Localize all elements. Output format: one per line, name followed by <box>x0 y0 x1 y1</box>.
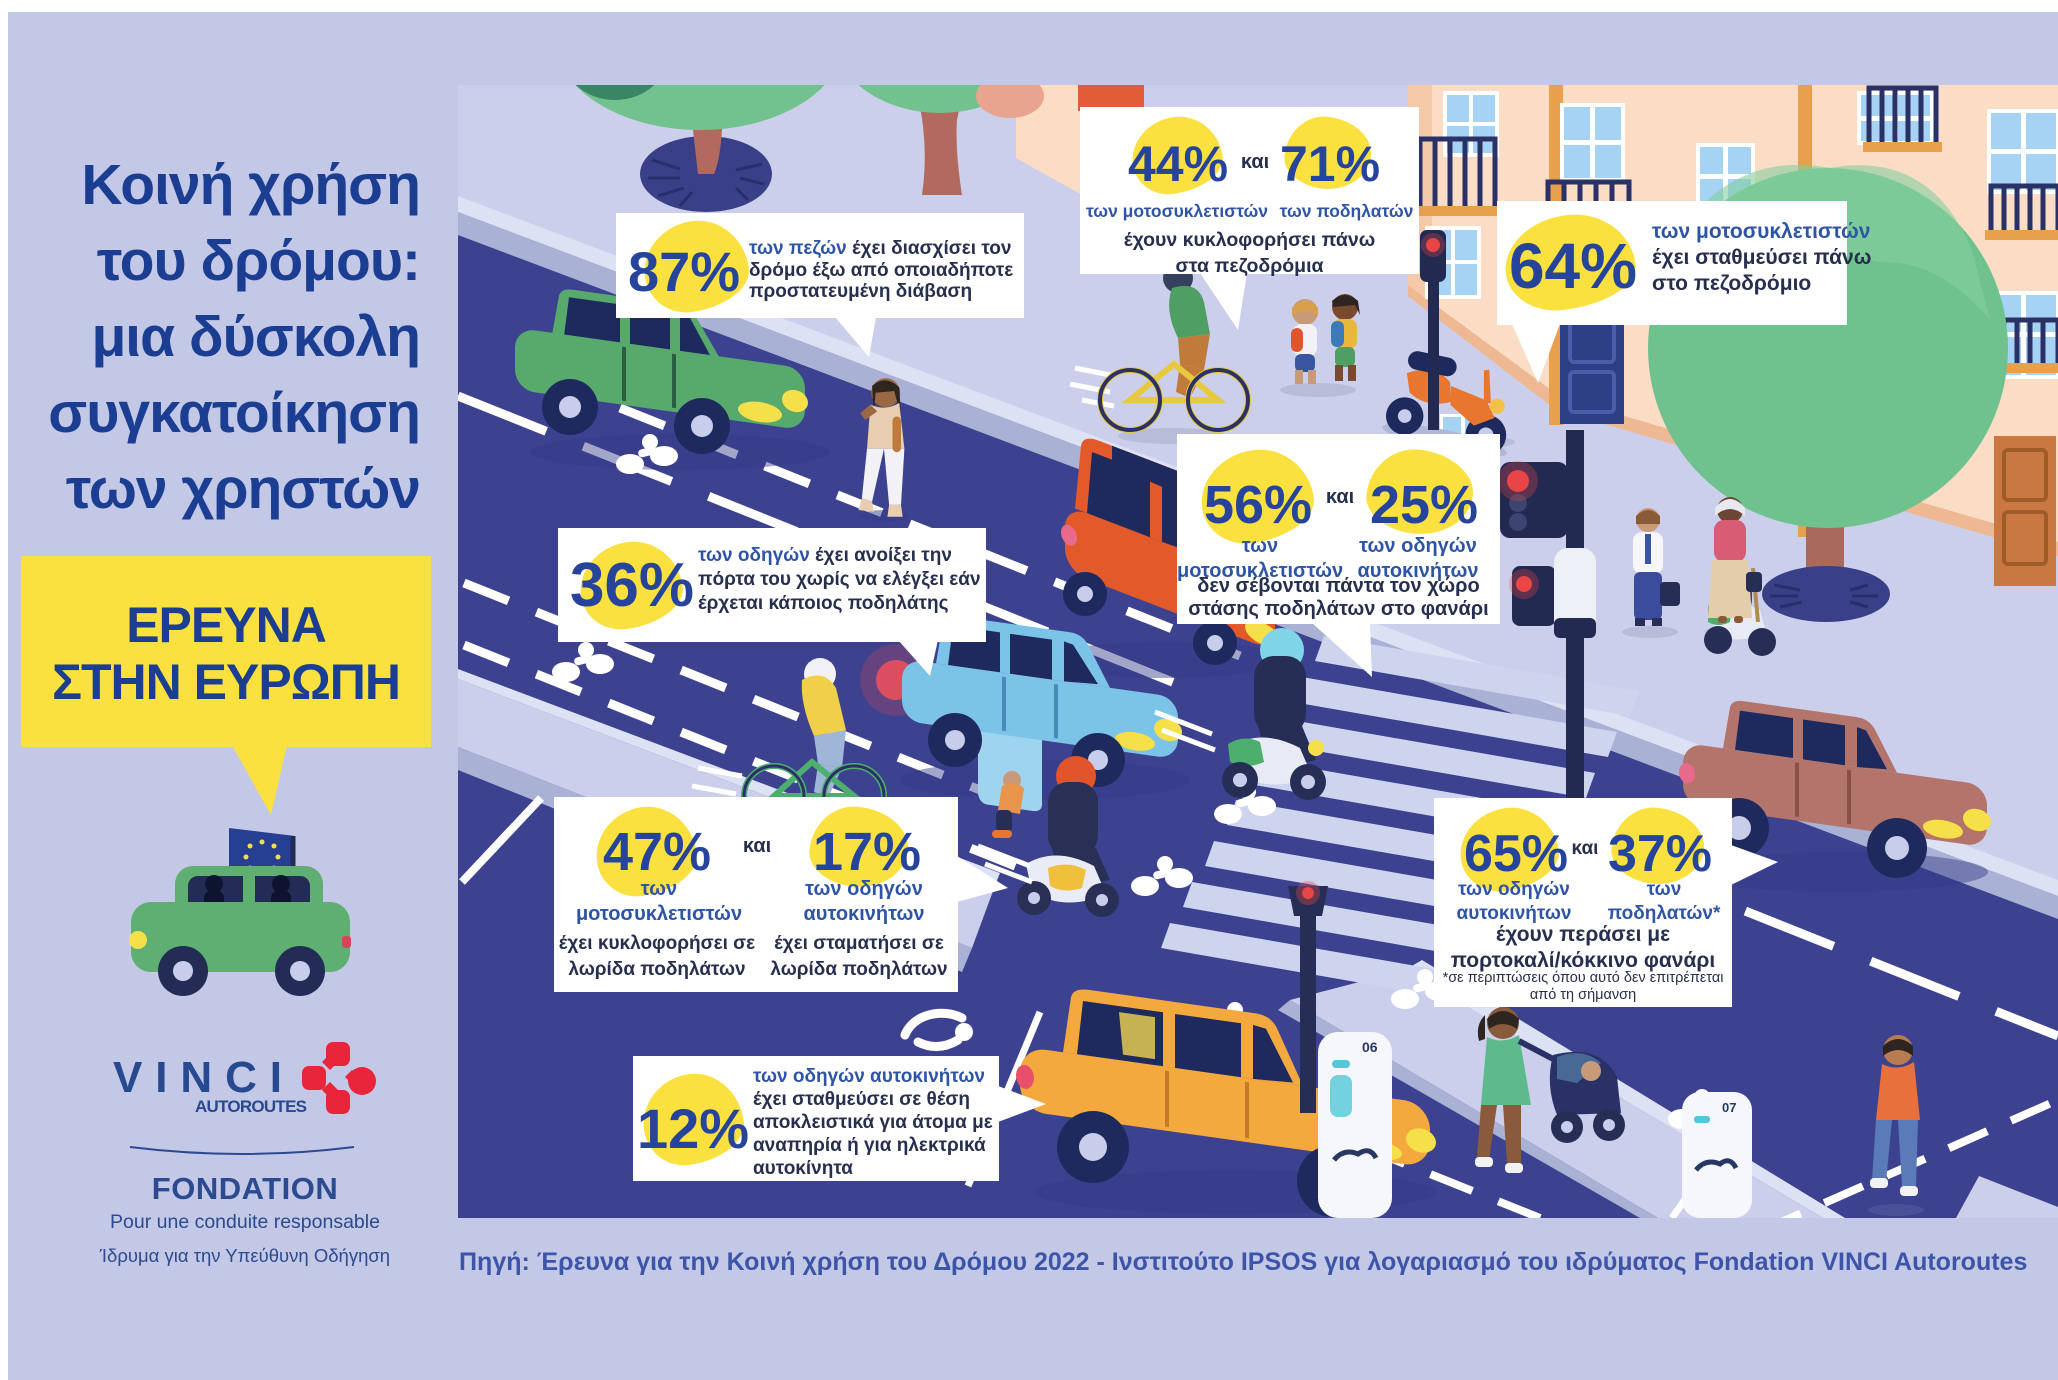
svg-text:AUTOROUTES: AUTOROUTES <box>195 1097 307 1116</box>
svg-text:VINCI: VINCI <box>113 1053 289 1102</box>
svg-text:07: 07 <box>1722 1100 1736 1115</box>
svg-text:06: 06 <box>1362 1039 1378 1055</box>
